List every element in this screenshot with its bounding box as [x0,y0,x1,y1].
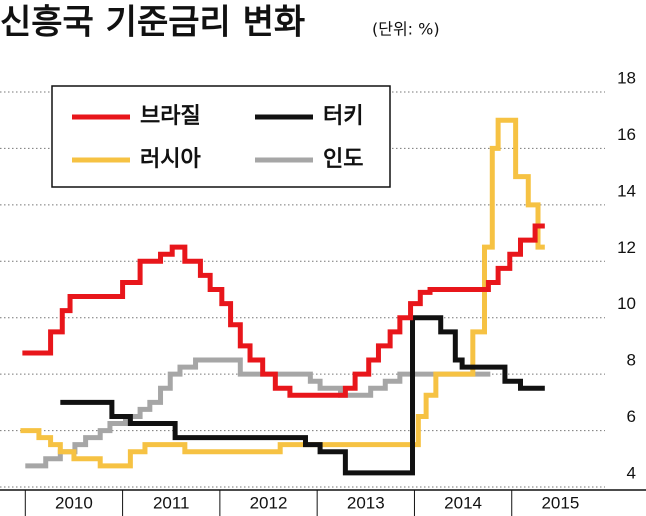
legend-box [51,85,391,188]
y-tick-label: 18 [617,68,636,87]
x-tick-label: 2014 [444,493,482,512]
rate-line [60,315,545,476]
x-tick-label: 2011 [153,493,190,512]
x-tick-label: 2013 [347,493,385,512]
y-tick-label: 10 [617,294,636,313]
x-tick-label: 2015 [541,493,579,512]
y-tick-label: 6 [627,407,636,426]
plot [20,117,545,476]
y-tick-label: 14 [617,181,636,200]
x-tick-label: 2012 [250,493,288,512]
legend-label: 러시아 [140,147,201,172]
chart-title: 신흥국 기준금리 변화 [0,3,305,43]
rate-line [22,223,545,398]
rate-line [20,117,545,469]
y-tick-label: 8 [627,351,636,370]
y-tick-label: 4 [627,463,636,482]
y-tick-label: 12 [617,238,636,257]
legend-label: 브라질 [140,104,201,129]
x-tick-label: 2010 [55,493,93,512]
y-tick-label: 16 [617,125,636,144]
legend-label: 인도 [323,147,363,172]
legend-label: 터키 [323,104,363,129]
chart-subtitle: (단위: %) [372,20,440,39]
